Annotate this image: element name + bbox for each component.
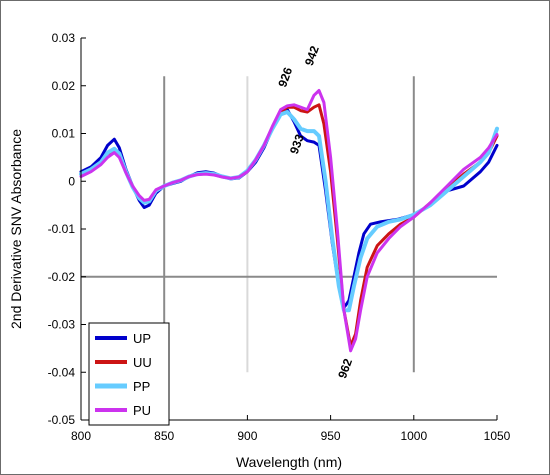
x-tick-label: 1000	[400, 429, 427, 443]
series-line-pp	[79, 110, 499, 313]
y-tick-label: -0.01	[48, 222, 76, 236]
y-tick-label: -0.02	[48, 270, 76, 284]
y-tick-label: -0.05	[48, 413, 76, 427]
series-line-up	[79, 108, 499, 310]
legend-label-pu: PU	[133, 403, 151, 418]
series-line-uu	[79, 103, 499, 348]
x-tick-label: 800	[71, 429, 91, 443]
peak-label-942: 942	[302, 44, 322, 68]
legend-label-pp: PP	[133, 379, 150, 394]
x-tick-label: 850	[154, 429, 174, 443]
peak-label-962: 962	[335, 356, 355, 380]
x-tick-label: 950	[321, 429, 341, 443]
y-axis-label: 2nd Derivative SNV Absorbance	[8, 129, 24, 329]
y-tick-label: -0.03	[48, 318, 76, 332]
y-tick-label: 0.01	[52, 127, 76, 141]
y-tick-label: 0.02	[52, 79, 76, 93]
legend-label-uu: UU	[133, 355, 152, 370]
legend: UP UU PP PU	[88, 322, 170, 426]
series-line-pu	[79, 89, 499, 353]
series-layer	[79, 89, 499, 353]
x-tick-label: 1050	[484, 429, 511, 443]
y-tick-label: 0	[68, 174, 75, 188]
reference-lines	[81, 76, 497, 373]
legend-label-up: UP	[133, 331, 151, 346]
peak-label-926: 926	[275, 65, 295, 89]
x-tick-label: 900	[237, 429, 257, 443]
y-tick-label: 0.03	[52, 31, 76, 45]
x-axis-label: Wavelength (nm)	[236, 454, 342, 470]
annotations: 926 942 933 962	[275, 44, 355, 381]
y-tick-label: -0.04	[48, 365, 76, 379]
peak-label-933: 933	[287, 132, 307, 156]
